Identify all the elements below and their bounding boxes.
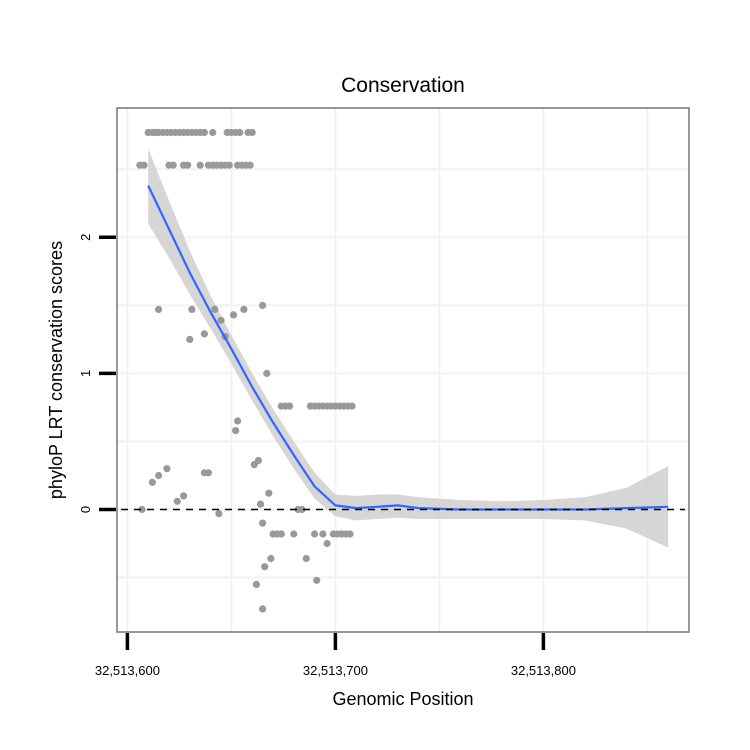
data-point: [346, 530, 354, 538]
x-axis-label: Genomic Position: [332, 689, 473, 709]
plot-area: 0 1 2 32,513,600 32,513,700 32,513,800: [78, 107, 690, 678]
data-point: [311, 530, 319, 538]
data-point: [138, 505, 146, 514]
data-point: [225, 161, 233, 169]
data-point: [277, 530, 285, 538]
data-point: [140, 161, 148, 169]
data-point: [250, 461, 258, 469]
x-tick-label: 32,513,800: [511, 663, 576, 678]
data-point: [148, 478, 156, 486]
data-point: [259, 605, 267, 613]
y-tick-label: 2: [78, 234, 93, 241]
data-point: [246, 161, 254, 169]
data-point: [348, 402, 356, 410]
data-point: [267, 554, 275, 563]
data-point: [298, 505, 306, 514]
data-point: [215, 509, 223, 518]
data-point: [259, 301, 267, 309]
y-tick-label: 1: [78, 370, 93, 377]
data-point: [319, 530, 327, 538]
data-point: [302, 554, 310, 563]
x-tick-label: 32,513,700: [303, 663, 368, 678]
data-point: [209, 128, 217, 137]
data-point: [155, 471, 163, 480]
data-point: [155, 305, 163, 313]
data-point: [256, 500, 265, 508]
data-point: [236, 128, 244, 137]
data-point: [186, 335, 194, 343]
data-point: [263, 369, 271, 377]
data-point: [196, 161, 204, 169]
data-point: [252, 580, 260, 589]
smooth-line: [147, 185, 669, 511]
data-point: [261, 563, 269, 571]
data-point: [290, 530, 298, 538]
data-point: [240, 305, 248, 313]
data-point: [169, 161, 177, 169]
data-point: [229, 311, 238, 319]
data-point: [163, 465, 171, 473]
data-point: [323, 539, 331, 548]
data-point: [259, 519, 267, 527]
data-point: [313, 576, 321, 584]
y-axis-label: phyloP LRT conservation scores: [46, 241, 66, 499]
data-point: [173, 497, 181, 505]
data-point: [211, 305, 219, 313]
data-point: [204, 469, 213, 477]
data-point: [234, 417, 242, 425]
data-point: [232, 427, 240, 435]
data-point: [200, 330, 208, 338]
data-point: [180, 492, 188, 500]
data-point: [217, 316, 225, 324]
x-tick-label: 32,513,600: [95, 663, 160, 678]
data-point: [200, 128, 208, 137]
data-point: [184, 161, 192, 169]
chart-title: Conservation: [341, 74, 465, 97]
panel-background: [117, 108, 689, 632]
data-point: [286, 402, 294, 410]
y-tick-label: 0: [78, 506, 93, 513]
panel-border: [116, 107, 690, 633]
data-point: [188, 305, 196, 313]
data-point: [265, 489, 273, 497]
data-point: [248, 128, 256, 137]
